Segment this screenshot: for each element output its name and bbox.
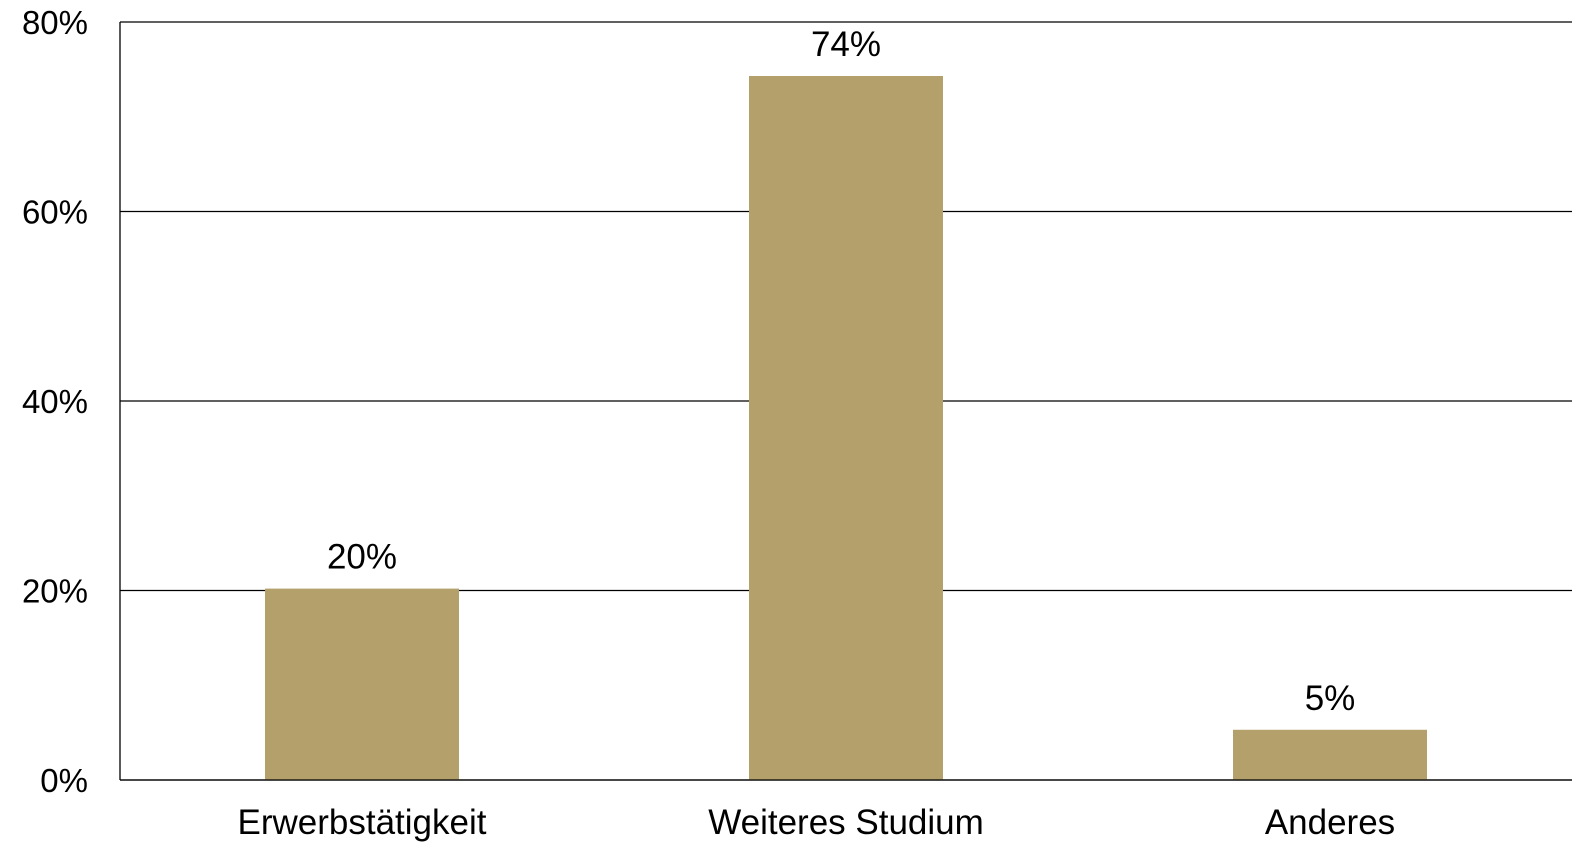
category-label: Anderes (1265, 803, 1395, 842)
category-label: Erwerbstätigkeit (238, 803, 487, 842)
bar (749, 76, 943, 780)
bar (1233, 729, 1427, 780)
category-label: Weiteres Studium (708, 803, 984, 842)
data-label: 5% (1305, 679, 1356, 718)
data-label: 20% (327, 538, 397, 577)
category-labels: Erwerbstätigkeit Weiteres Studium Anderes (238, 803, 1396, 842)
y-tick-label: 60% (22, 194, 88, 231)
data-label: 74% (811, 25, 881, 64)
bars (265, 76, 1427, 780)
bar (265, 588, 459, 780)
data-labels: 20% 74% 5% (327, 25, 1355, 718)
y-tick-label: 40% (22, 383, 88, 420)
y-tick-label: 80% (22, 4, 88, 41)
y-tick-label: 0% (40, 762, 88, 799)
y-tick-labels: 0% 20% 40% 60% 80% (22, 4, 88, 799)
axes (119, 22, 1572, 781)
y-tick-label: 20% (22, 573, 88, 610)
